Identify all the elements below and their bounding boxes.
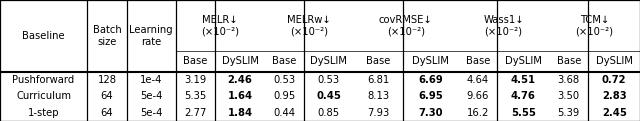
Text: 1.64: 1.64 <box>227 91 253 102</box>
Text: 1.84: 1.84 <box>227 108 253 118</box>
Text: 2.45: 2.45 <box>602 108 627 118</box>
Text: DySLIM: DySLIM <box>412 56 449 66</box>
Text: 5.35: 5.35 <box>184 91 207 102</box>
Text: 2.77: 2.77 <box>184 108 207 118</box>
Text: Batch
size: Batch size <box>93 25 122 47</box>
Text: 4.64: 4.64 <box>467 75 489 85</box>
Text: MELRw↓
(×10⁻²): MELRw↓ (×10⁻²) <box>287 15 331 36</box>
Text: Curriculum: Curriculum <box>16 91 71 102</box>
Text: 9.66: 9.66 <box>467 91 489 102</box>
Text: 3.19: 3.19 <box>184 75 207 85</box>
Text: 5.39: 5.39 <box>557 108 580 118</box>
Text: 2.83: 2.83 <box>602 91 627 102</box>
Text: Base: Base <box>557 56 581 66</box>
Text: Pushforward: Pushforward <box>12 75 75 85</box>
Text: 5.55: 5.55 <box>511 108 536 118</box>
Text: 5e-4: 5e-4 <box>140 91 163 102</box>
Text: 0.45: 0.45 <box>316 91 341 102</box>
Text: 3.68: 3.68 <box>557 75 580 85</box>
Text: DySLIM: DySLIM <box>221 56 259 66</box>
Text: covRMSE↓
(×10⁻²): covRMSE↓ (×10⁻²) <box>379 15 433 36</box>
Text: Base: Base <box>465 56 490 66</box>
Text: 7.93: 7.93 <box>367 108 389 118</box>
Text: 6.95: 6.95 <box>418 91 443 102</box>
Text: TCM↓
(×10⁻²): TCM↓ (×10⁻²) <box>575 15 614 36</box>
Text: DySLIM: DySLIM <box>310 56 347 66</box>
Text: 5e-4: 5e-4 <box>140 108 163 118</box>
Text: DySLIM: DySLIM <box>505 56 541 66</box>
Text: 8.13: 8.13 <box>367 91 389 102</box>
Text: 3.50: 3.50 <box>557 91 580 102</box>
Text: 6.69: 6.69 <box>418 75 443 85</box>
Text: 0.72: 0.72 <box>602 75 627 85</box>
Text: 1e-4: 1e-4 <box>140 75 163 85</box>
Text: Base: Base <box>184 56 208 66</box>
Text: MELR↓
(×10⁻²): MELR↓ (×10⁻²) <box>202 15 239 36</box>
Text: 4.51: 4.51 <box>511 75 536 85</box>
Text: 16.2: 16.2 <box>467 108 489 118</box>
Text: 7.30: 7.30 <box>418 108 443 118</box>
Text: 6.81: 6.81 <box>367 75 389 85</box>
Text: Wass1↓
(×10⁻²): Wass1↓ (×10⁻²) <box>483 15 524 36</box>
Text: 64: 64 <box>100 108 113 118</box>
Text: Baseline: Baseline <box>22 31 65 41</box>
Text: 0.53: 0.53 <box>273 75 296 85</box>
Text: 4.76: 4.76 <box>511 91 536 102</box>
Text: Learning
rate: Learning rate <box>129 25 173 47</box>
Text: 64: 64 <box>100 91 113 102</box>
Text: DySLIM: DySLIM <box>596 56 633 66</box>
Text: 2.46: 2.46 <box>228 75 252 85</box>
Text: 128: 128 <box>97 75 116 85</box>
Text: Base: Base <box>272 56 296 66</box>
Text: 0.85: 0.85 <box>317 108 340 118</box>
Text: Base: Base <box>366 56 390 66</box>
Text: 1-step: 1-step <box>28 108 60 118</box>
Text: 0.53: 0.53 <box>317 75 340 85</box>
Text: 0.44: 0.44 <box>273 108 296 118</box>
Text: 0.95: 0.95 <box>273 91 296 102</box>
